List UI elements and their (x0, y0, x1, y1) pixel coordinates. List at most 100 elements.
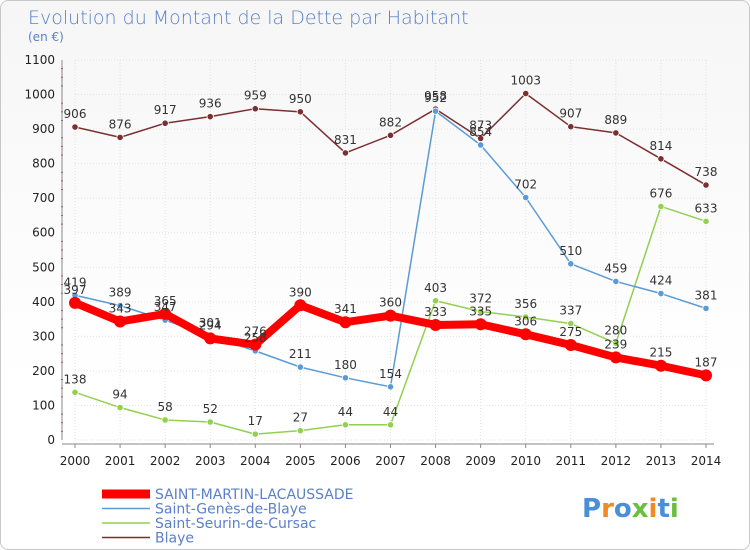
data-label: 876 (109, 117, 132, 131)
data-point (386, 421, 395, 429)
series-blaye (71, 89, 710, 189)
data-label: 917 (154, 103, 177, 117)
data-point (657, 155, 665, 163)
data-label: 294 (199, 318, 222, 332)
data-point (386, 131, 395, 139)
data-label: 372 (469, 291, 492, 305)
data-point (386, 383, 395, 391)
data-point (522, 193, 530, 202)
x-tick-label: 2009 (465, 454, 496, 468)
data-point (159, 307, 172, 320)
data-point (702, 181, 710, 189)
data-label: 301 (199, 316, 222, 330)
data-label: 389 (109, 286, 132, 300)
data-point (296, 108, 304, 116)
data-label: 958 (424, 89, 447, 103)
data-label: 341 (334, 302, 357, 316)
x-tick-label: 2000 (60, 454, 91, 468)
data-label: 343 (109, 302, 132, 316)
data-point (161, 119, 169, 127)
data-label: 215 (649, 346, 672, 360)
y-tick-label: 300 (32, 329, 55, 343)
data-label: 335 (469, 304, 492, 318)
data-label: 1003 (510, 74, 541, 88)
y-tick-label: 500 (32, 260, 55, 274)
data-point (564, 339, 577, 351)
data-label: 239 (604, 337, 627, 351)
x-tick-label: 2013 (646, 454, 677, 468)
data-label: 306 (514, 314, 537, 328)
data-point (69, 296, 81, 309)
x-tick-label: 2014 (691, 454, 722, 468)
data-label: 27 (293, 411, 308, 425)
data-point (609, 351, 622, 364)
data-label: 873 (469, 118, 492, 132)
data-label: 365 (154, 294, 177, 308)
data-point (384, 309, 397, 322)
data-point (206, 418, 214, 426)
data-label: 337 (559, 304, 582, 318)
data-point (654, 359, 667, 372)
data-point (522, 313, 530, 321)
data-label: 702 (514, 177, 537, 191)
data-label: 390 (289, 285, 312, 299)
legend-label: Saint-Genès-de-Blaye (155, 502, 307, 518)
data-label: 959 (244, 89, 267, 103)
data-point (251, 105, 259, 113)
x-tick-label: 2005 (285, 454, 316, 468)
y-tick-label: 700 (32, 191, 55, 205)
data-label: 814 (649, 139, 672, 153)
data-point (204, 332, 217, 345)
data-point (341, 149, 350, 157)
data-label: 738 (695, 165, 718, 179)
data-label: 17 (248, 414, 263, 428)
y-tick-label: 600 (32, 226, 55, 240)
data-point (477, 307, 485, 316)
data-point (429, 318, 442, 331)
legend-label: Blaye (155, 531, 194, 547)
data-point (700, 369, 712, 382)
data-label: 676 (649, 186, 672, 200)
data-label: 275 (559, 325, 582, 339)
data-label: 633 (695, 201, 718, 215)
data-label: 952 (424, 91, 447, 105)
grid (74, 59, 707, 441)
data-label: 138 (64, 372, 87, 386)
data-point (567, 260, 575, 268)
chart-subtitle: (en €) (28, 30, 64, 44)
y-tick-label: 200 (32, 364, 55, 378)
legend-label: Saint-Seurin-de-Cursac (155, 516, 316, 532)
data-label: 510 (559, 244, 582, 258)
data-point (116, 302, 124, 310)
data-point (206, 113, 214, 121)
logo-letter: P (582, 494, 601, 524)
data-label: 360 (379, 296, 402, 310)
data-label: 333 (424, 305, 447, 319)
logo-letter: r (601, 494, 614, 524)
data-label: 831 (334, 133, 357, 147)
y-tick-label: 1100 (24, 53, 55, 67)
data-label: 154 (379, 367, 402, 381)
axes: 0 100 200 300 400 500 600 700 800 900 1000 1100 2000… (24, 53, 721, 468)
data-label: 52 (203, 402, 218, 416)
data-point (702, 304, 710, 312)
legend: SAINT-MARTIN-LACAUSSADESaint-Genès-de-Bl… (102, 487, 354, 547)
proxiti-wordmark: Proxiti (582, 494, 679, 524)
x-tick-label: 2007 (375, 454, 406, 468)
logo-letter: x (632, 494, 649, 524)
data-point (249, 338, 262, 351)
legend-label: SAINT-MARTIN-LACAUSSADE (155, 487, 354, 503)
data-point (474, 318, 487, 331)
data-label: 276 (244, 325, 267, 339)
data-point (296, 363, 304, 371)
data-label: 347 (154, 300, 177, 314)
x-tick-label: 2001 (105, 454, 136, 468)
x-tick-label: 2008 (420, 454, 451, 468)
data-point (296, 427, 304, 435)
data-label: 936 (199, 97, 222, 111)
data-label: 397 (64, 283, 87, 297)
data-label: 381 (695, 288, 718, 302)
y-tick-label: 900 (32, 122, 55, 136)
logo-letter: o (614, 494, 632, 524)
data-label: 44 (383, 405, 398, 419)
